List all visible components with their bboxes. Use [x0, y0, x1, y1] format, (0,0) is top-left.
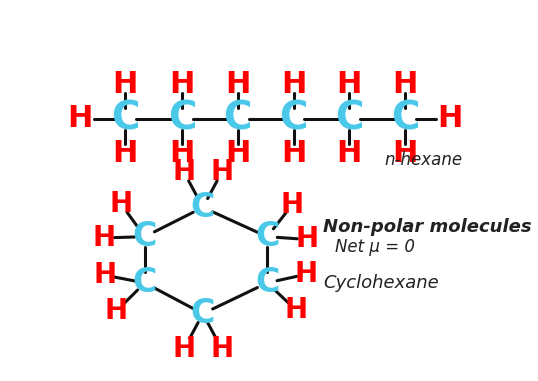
- Text: Cyclohexane: Cyclohexane: [323, 274, 439, 292]
- Text: C: C: [190, 297, 215, 330]
- Text: C: C: [335, 100, 364, 138]
- Text: H: H: [281, 70, 306, 99]
- Text: H: H: [112, 139, 138, 168]
- Text: H: H: [437, 104, 463, 133]
- Text: H: H: [392, 70, 418, 99]
- Text: H: H: [337, 139, 362, 168]
- Text: H: H: [169, 139, 195, 168]
- Text: H: H: [93, 224, 116, 252]
- Text: H: H: [392, 139, 418, 168]
- Text: H: H: [169, 70, 195, 99]
- Text: C: C: [255, 266, 279, 299]
- Text: H: H: [225, 139, 250, 168]
- Text: C: C: [111, 100, 140, 138]
- Text: H: H: [296, 226, 319, 253]
- Text: H: H: [94, 261, 117, 289]
- Text: H: H: [172, 335, 195, 363]
- Text: H: H: [210, 158, 233, 186]
- Text: H: H: [105, 297, 128, 325]
- Text: Net μ = 0: Net μ = 0: [335, 239, 415, 256]
- Text: C: C: [255, 220, 279, 253]
- Text: H: H: [225, 70, 250, 99]
- Text: H: H: [295, 260, 318, 288]
- Text: H: H: [110, 190, 133, 218]
- Text: H: H: [68, 104, 93, 133]
- Text: C: C: [132, 266, 157, 299]
- Text: H: H: [210, 335, 233, 363]
- Text: H: H: [285, 296, 308, 325]
- Text: H: H: [172, 158, 195, 186]
- Text: C: C: [279, 100, 308, 138]
- Text: C: C: [190, 191, 215, 224]
- Text: C: C: [391, 100, 420, 138]
- Text: H: H: [281, 139, 306, 168]
- Text: H: H: [280, 191, 303, 219]
- Text: H: H: [337, 70, 362, 99]
- Text: Non-polar molecules: Non-polar molecules: [323, 218, 532, 236]
- Text: C: C: [223, 100, 252, 138]
- Text: C: C: [132, 220, 157, 253]
- Text: C: C: [168, 100, 196, 138]
- Text: H: H: [112, 70, 138, 99]
- Text: n-hexane: n-hexane: [384, 150, 463, 169]
